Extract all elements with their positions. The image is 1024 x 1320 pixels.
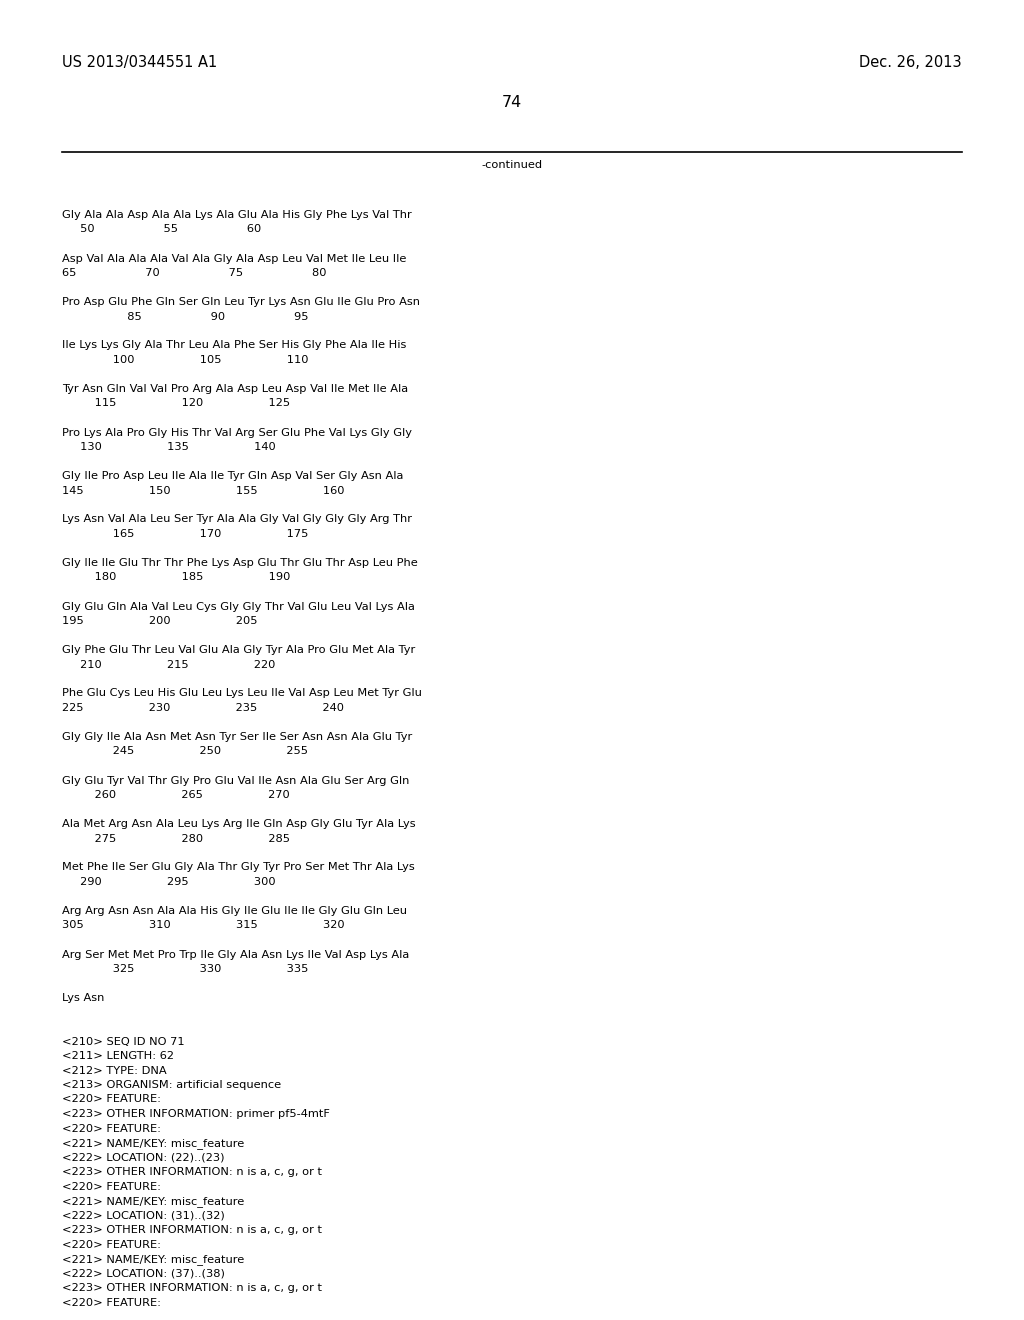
Text: <211> LENGTH: 62: <211> LENGTH: 62 (62, 1051, 174, 1061)
Text: <210> SEQ ID NO 71: <210> SEQ ID NO 71 (62, 1036, 184, 1047)
Text: <220> FEATURE:: <220> FEATURE: (62, 1181, 161, 1192)
Text: 145                  150                  155                  160: 145 150 155 160 (62, 486, 344, 495)
Text: 165                  170                  175: 165 170 175 (62, 529, 308, 539)
Text: 210                  215                  220: 210 215 220 (62, 660, 275, 669)
Text: Arg Arg Asn Asn Ala Ala His Gly Ile Glu Ile Ile Gly Glu Gln Leu: Arg Arg Asn Asn Ala Ala His Gly Ile Glu … (62, 906, 407, 916)
Text: Gly Glu Tyr Val Thr Gly Pro Glu Val Ile Asn Ala Glu Ser Arg Gln: Gly Glu Tyr Val Thr Gly Pro Glu Val Ile … (62, 776, 410, 785)
Text: 260                  265                  270: 260 265 270 (62, 789, 290, 800)
Text: Gly Glu Gln Ala Val Leu Cys Gly Gly Thr Val Glu Leu Val Lys Ala: Gly Glu Gln Ala Val Leu Cys Gly Gly Thr … (62, 602, 415, 611)
Text: <223> OTHER INFORMATION: n is a, c, g, or t: <223> OTHER INFORMATION: n is a, c, g, o… (62, 1225, 322, 1236)
Text: <223> OTHER INFORMATION: primer pf5-4mtF: <223> OTHER INFORMATION: primer pf5-4mtF (62, 1109, 330, 1119)
Text: <220> FEATURE:: <220> FEATURE: (62, 1123, 161, 1134)
Text: Ala Met Arg Asn Ala Leu Lys Arg Ile Gln Asp Gly Glu Tyr Ala Lys: Ala Met Arg Asn Ala Leu Lys Arg Ile Gln … (62, 818, 416, 829)
Text: <222> LOCATION: (37)..(38): <222> LOCATION: (37)..(38) (62, 1269, 225, 1279)
Text: 85                   90                   95: 85 90 95 (62, 312, 308, 322)
Text: <212> TYPE: DNA: <212> TYPE: DNA (62, 1065, 167, 1076)
Text: Lys Asn Val Ala Leu Ser Tyr Ala Ala Gly Val Gly Gly Gly Arg Thr: Lys Asn Val Ala Leu Ser Tyr Ala Ala Gly … (62, 515, 412, 524)
Text: 325                  330                  335: 325 330 335 (62, 964, 308, 974)
Text: <221> NAME/KEY: misc_feature: <221> NAME/KEY: misc_feature (62, 1254, 245, 1265)
Text: 305                  310                  315                  320: 305 310 315 320 (62, 920, 345, 931)
Text: -continued: -continued (481, 160, 543, 170)
Text: 130                  135                  140: 130 135 140 (62, 442, 275, 451)
Text: Dec. 26, 2013: Dec. 26, 2013 (859, 55, 962, 70)
Text: Pro Asp Glu Phe Gln Ser Gln Leu Tyr Lys Asn Glu Ile Glu Pro Asn: Pro Asp Glu Phe Gln Ser Gln Leu Tyr Lys … (62, 297, 420, 308)
Text: 290                  295                  300: 290 295 300 (62, 876, 275, 887)
Text: Gly Ile Ile Glu Thr Thr Phe Lys Asp Glu Thr Glu Thr Asp Leu Phe: Gly Ile Ile Glu Thr Thr Phe Lys Asp Glu … (62, 558, 418, 568)
Text: <213> ORGANISM: artificial sequence: <213> ORGANISM: artificial sequence (62, 1080, 282, 1090)
Text: US 2013/0344551 A1: US 2013/0344551 A1 (62, 55, 217, 70)
Text: Gly Ile Pro Asp Leu Ile Ala Ile Tyr Gln Asp Val Ser Gly Asn Ala: Gly Ile Pro Asp Leu Ile Ala Ile Tyr Gln … (62, 471, 403, 480)
Text: 225                  230                  235                  240: 225 230 235 240 (62, 704, 344, 713)
Text: Tyr Asn Gln Val Val Pro Arg Ala Asp Leu Asp Val Ile Met Ile Ala: Tyr Asn Gln Val Val Pro Arg Ala Asp Leu … (62, 384, 409, 393)
Text: 65                   70                   75                   80: 65 70 75 80 (62, 268, 327, 279)
Text: <222> LOCATION: (31)..(32): <222> LOCATION: (31)..(32) (62, 1210, 224, 1221)
Text: <220> FEATURE:: <220> FEATURE: (62, 1094, 161, 1105)
Text: Arg Ser Met Met Pro Trp Ile Gly Ala Asn Lys Ile Val Asp Lys Ala: Arg Ser Met Met Pro Trp Ile Gly Ala Asn … (62, 949, 410, 960)
Text: 100                  105                  110: 100 105 110 (62, 355, 308, 366)
Text: <222> LOCATION: (22)..(23): <222> LOCATION: (22)..(23) (62, 1152, 224, 1163)
Text: Ile Lys Lys Gly Ala Thr Leu Ala Phe Ser His Gly Phe Ala Ile His: Ile Lys Lys Gly Ala Thr Leu Ala Phe Ser … (62, 341, 407, 351)
Text: Gly Phe Glu Thr Leu Val Glu Ala Gly Tyr Ala Pro Glu Met Ala Tyr: Gly Phe Glu Thr Leu Val Glu Ala Gly Tyr … (62, 645, 416, 655)
Text: <223> OTHER INFORMATION: n is a, c, g, or t: <223> OTHER INFORMATION: n is a, c, g, o… (62, 1283, 322, 1294)
Text: 74: 74 (502, 95, 522, 110)
Text: <220> FEATURE:: <220> FEATURE: (62, 1239, 161, 1250)
Text: 195                  200                  205: 195 200 205 (62, 616, 257, 626)
Text: Pro Lys Ala Pro Gly His Thr Val Arg Ser Glu Phe Val Lys Gly Gly: Pro Lys Ala Pro Gly His Thr Val Arg Ser … (62, 428, 412, 437)
Text: Phe Glu Cys Leu His Glu Leu Lys Leu Ile Val Asp Leu Met Tyr Glu: Phe Glu Cys Leu His Glu Leu Lys Leu Ile … (62, 689, 422, 698)
Text: <221> NAME/KEY: misc_feature: <221> NAME/KEY: misc_feature (62, 1138, 245, 1148)
Text: 245                  250                  255: 245 250 255 (62, 747, 308, 756)
Text: 115                  120                  125: 115 120 125 (62, 399, 290, 408)
Text: 50                   55                   60: 50 55 60 (62, 224, 261, 235)
Text: Met Phe Ile Ser Glu Gly Ala Thr Gly Tyr Pro Ser Met Thr Ala Lys: Met Phe Ile Ser Glu Gly Ala Thr Gly Tyr … (62, 862, 415, 873)
Text: <223> OTHER INFORMATION: n is a, c, g, or t: <223> OTHER INFORMATION: n is a, c, g, o… (62, 1167, 322, 1177)
Text: Gly Gly Ile Ala Asn Met Asn Tyr Ser Ile Ser Asn Asn Ala Glu Tyr: Gly Gly Ile Ala Asn Met Asn Tyr Ser Ile … (62, 733, 413, 742)
Text: Lys Asn: Lys Asn (62, 993, 104, 1003)
Text: Asp Val Ala Ala Ala Val Ala Gly Ala Asp Leu Val Met Ile Leu Ile: Asp Val Ala Ala Ala Val Ala Gly Ala Asp … (62, 253, 407, 264)
Text: <220> FEATURE:: <220> FEATURE: (62, 1298, 161, 1308)
Text: Gly Ala Ala Asp Ala Ala Lys Ala Glu Ala His Gly Phe Lys Val Thr: Gly Ala Ala Asp Ala Ala Lys Ala Glu Ala … (62, 210, 412, 220)
Text: 180                  185                  190: 180 185 190 (62, 573, 291, 582)
Text: <221> NAME/KEY: misc_feature: <221> NAME/KEY: misc_feature (62, 1196, 245, 1206)
Text: 275                  280                  285: 275 280 285 (62, 833, 290, 843)
